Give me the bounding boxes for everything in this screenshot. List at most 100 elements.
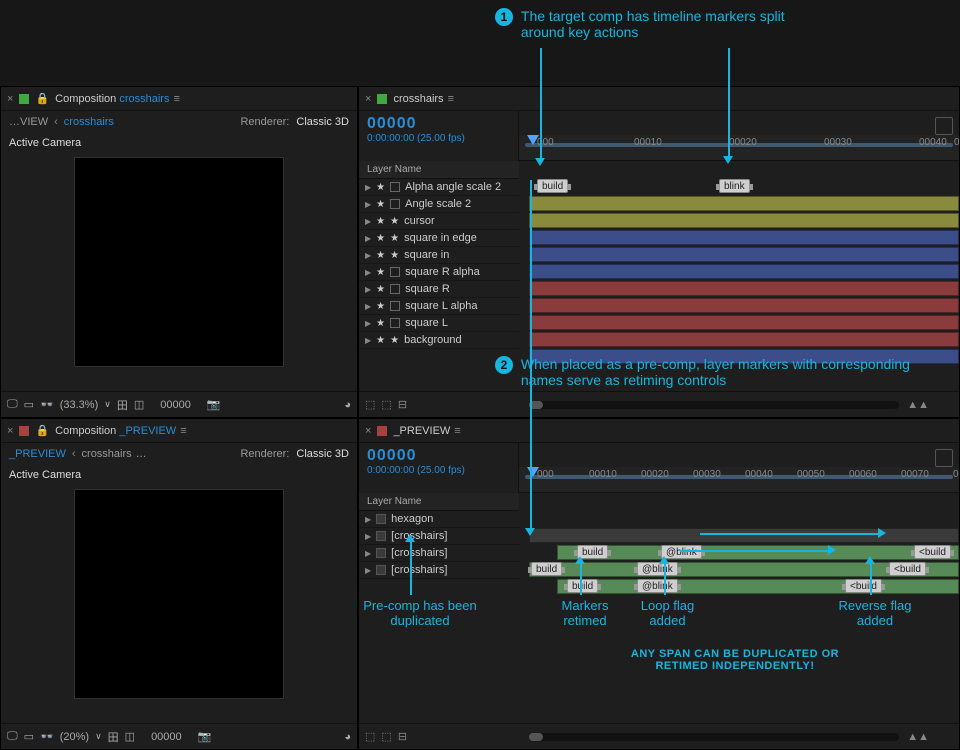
display-icon[interactable]: ▭ (24, 398, 34, 411)
layer-row[interactable]: ▶★square R (359, 281, 519, 298)
layer-row[interactable]: ▶★★cursor (359, 213, 519, 230)
toggle-blend-icon[interactable]: ⊟ (398, 398, 407, 411)
breadcrumb-current[interactable]: _PREVIEW (9, 448, 66, 460)
twirl-icon[interactable]: ▶ (365, 515, 371, 524)
zoom-chevron-icon[interactable]: ∨ (104, 399, 111, 410)
toggle-switches-icon[interactable]: ⬚ (365, 730, 375, 743)
toggle-switches-icon[interactable]: ⬚ (365, 398, 375, 411)
layer-bar[interactable] (529, 213, 959, 228)
grid-icon[interactable]: 田 (117, 397, 128, 413)
twirl-icon[interactable]: ▶ (365, 217, 371, 226)
time-ruler[interactable]: 00000010000200003000040000 (519, 135, 959, 161)
renderer-value[interactable]: Classic 3D (296, 448, 349, 460)
layer-bar[interactable] (557, 579, 959, 594)
close-icon[interactable]: × (7, 425, 13, 437)
twirl-icon[interactable]: ▶ (365, 251, 371, 260)
zoom-value[interactable]: (33.3%) (60, 399, 99, 411)
camera-icon[interactable]: 📷 (207, 398, 221, 411)
toggle-modes-icon[interactable]: ⬚ (381, 398, 391, 411)
twirl-icon[interactable]: ▶ (365, 319, 371, 328)
glasses-icon[interactable]: 👓 (40, 398, 54, 411)
time-ruler[interactable]: 0000001000020000300004000050000600007000… (519, 467, 959, 493)
layer-marker[interactable]: blink (719, 179, 750, 193)
frame-counter[interactable]: 00000 (151, 731, 182, 743)
timecode-area[interactable]: 00000 0:00:00:00 (25.00 fps) (359, 111, 519, 161)
layer-row[interactable]: ▶★★square in (359, 247, 519, 264)
toggle-blend-icon[interactable]: ⊟ (398, 730, 407, 743)
active-camera-label[interactable]: Active Camera (1, 133, 357, 153)
zoom-thumb[interactable] (529, 733, 543, 741)
close-icon[interactable]: × (365, 93, 371, 105)
zoom-value[interactable]: (20%) (60, 731, 89, 743)
layer-marker[interactable]: build (537, 179, 568, 193)
close-icon[interactable]: × (7, 93, 13, 105)
layer-bar[interactable] (529, 230, 959, 245)
twirl-icon[interactable]: ▶ (365, 549, 371, 558)
shy-button[interactable] (935, 449, 953, 467)
layer-row[interactable]: ▶[crosshairs] (359, 545, 519, 562)
layer-bar[interactable] (529, 264, 959, 279)
layer-row[interactable]: ▶★square R alpha (359, 264, 519, 281)
tab-menu-icon[interactable]: ≡ (454, 425, 460, 437)
twirl-icon[interactable]: ▶ (365, 566, 371, 575)
twirl-icon[interactable]: ▶ (365, 183, 371, 192)
glasses-icon[interactable]: 👓 (40, 730, 54, 743)
layer-row[interactable]: ▶[crosshairs] (359, 562, 519, 579)
layer-row[interactable]: ▶hexagon (359, 511, 519, 528)
timecode-area[interactable]: 00000 0:00:00:00 (25.00 fps) (359, 443, 519, 493)
layer-bar[interactable] (529, 281, 959, 296)
zoom-chevron-icon[interactable]: ∨ (95, 731, 102, 742)
layer-bar[interactable] (529, 315, 959, 330)
tab-title[interactable]: Composition _PREVIEW (55, 425, 176, 437)
tab-menu-icon[interactable]: ≡ (173, 93, 179, 105)
zoom-mountain-icon[interactable]: ▲▲ (907, 731, 929, 743)
tab-title[interactable]: _PREVIEW (393, 425, 450, 437)
tab-menu-icon[interactable]: ≡ (448, 93, 454, 105)
display-icon[interactable]: ▭ (24, 730, 34, 743)
color-circle-icon[interactable]: ◕ (344, 399, 351, 411)
renderer-value[interactable]: Classic 3D (296, 116, 349, 128)
zoom-mountain-icon[interactable]: ▲▲ (907, 399, 929, 411)
monitor-icon[interactable]: 🖵 (7, 730, 18, 743)
layer-row[interactable]: ▶★★square in edge (359, 230, 519, 247)
layer-marker[interactable]: @blink (637, 579, 678, 593)
layer-marker[interactable]: @blink (637, 562, 678, 576)
layer-row[interactable]: ▶★square L alpha (359, 298, 519, 315)
layer-row[interactable]: ▶★square L (359, 315, 519, 332)
twirl-icon[interactable]: ▶ (365, 234, 371, 243)
twirl-icon[interactable]: ▶ (365, 200, 371, 209)
breadcrumb-prev[interactable]: …VIEW (9, 116, 48, 128)
breadcrumb-current[interactable]: crosshairs (64, 116, 114, 128)
viewer-frame[interactable] (74, 489, 284, 699)
active-camera-label[interactable]: Active Camera (1, 465, 357, 485)
layer-bar[interactable] (529, 196, 959, 211)
color-circle-icon[interactable]: ◕ (344, 731, 351, 743)
layer-row[interactable]: ▶[crosshairs] (359, 528, 519, 545)
tab-menu-icon[interactable]: ≡ (180, 425, 186, 437)
region-icon[interactable]: ◫ (134, 398, 144, 411)
lock-icon[interactable]: 🔒 (35, 92, 49, 105)
lock-icon[interactable]: 🔒 (35, 424, 49, 437)
layer-bar[interactable] (529, 247, 959, 262)
layer-row[interactable]: ▶★★background (359, 332, 519, 349)
layer-marker[interactable]: <build (914, 545, 951, 559)
layer-row[interactable]: ▶★Angle scale 2 (359, 196, 519, 213)
camera-icon[interactable]: 📷 (198, 730, 212, 743)
layer-bar[interactable] (529, 298, 959, 313)
grid-icon[interactable]: 田 (108, 729, 119, 745)
toggle-modes-icon[interactable]: ⬚ (381, 730, 391, 743)
zoom-scrollbar[interactable] (529, 401, 899, 409)
shy-button[interactable] (935, 117, 953, 135)
layer-marker[interactable]: build (567, 579, 598, 593)
breadcrumb-second[interactable]: crosshairs (82, 448, 132, 460)
twirl-icon[interactable]: ▶ (365, 532, 371, 541)
layer-bar[interactable] (557, 545, 959, 560)
tab-title[interactable]: crosshairs (393, 93, 443, 105)
twirl-icon[interactable]: ▶ (365, 268, 371, 277)
layer-bar[interactable] (529, 528, 959, 543)
layer-marker[interactable]: <build (845, 579, 882, 593)
twirl-icon[interactable]: ▶ (365, 336, 371, 345)
layer-marker[interactable]: build (531, 562, 562, 576)
close-icon[interactable]: × (365, 425, 371, 437)
region-icon[interactable]: ◫ (125, 730, 135, 743)
